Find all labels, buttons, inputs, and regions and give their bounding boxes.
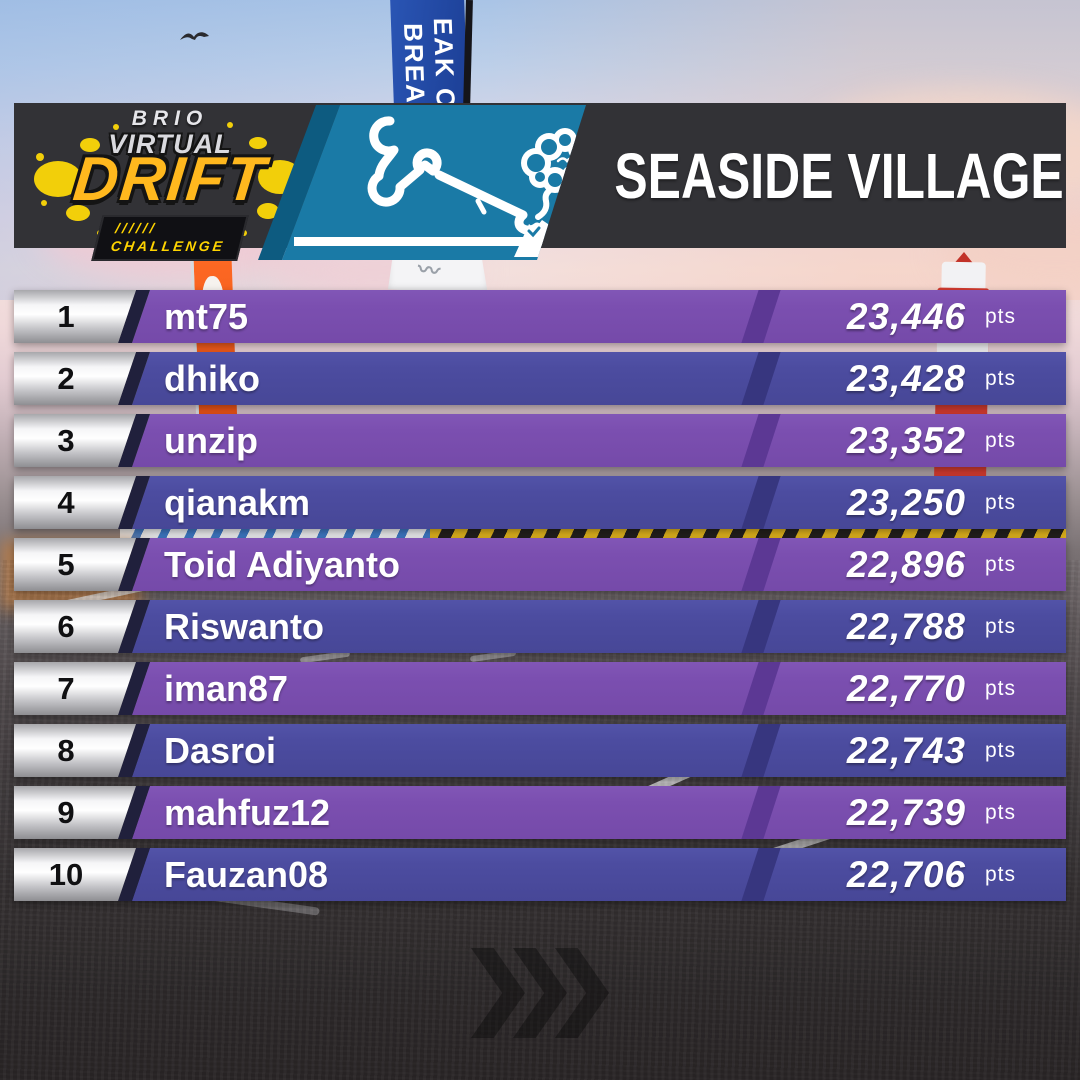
rank-badge	[14, 414, 136, 467]
rank-number: 6	[57, 608, 75, 644]
pts-label: pts	[984, 614, 1016, 638]
track-title-text: SEASIDE VILLAGE	[614, 139, 1064, 212]
leaderboard-row: 3 unzip 23,352 pts	[14, 414, 1066, 467]
caution-stripe	[430, 526, 1066, 540]
score-value: 23,352	[846, 419, 966, 461]
leaderboard-row: 7 iman87 22,770 pts	[14, 662, 1066, 715]
rank-badge	[14, 538, 136, 591]
chevron-right-icon	[471, 948, 525, 1038]
row-bar	[132, 600, 1066, 653]
pts-label: pts	[984, 738, 1016, 762]
leaderboard-row: 2 dhiko 23,428 pts	[14, 352, 1066, 405]
player-name: mt75	[164, 295, 249, 337]
row-bar	[132, 662, 1066, 715]
row-bar	[132, 724, 1066, 777]
rank-badge	[14, 476, 136, 529]
score-value: 23,446	[846, 295, 966, 337]
player-name: Fauzan08	[164, 853, 329, 895]
pts-label: pts	[984, 800, 1016, 824]
player-name: iman87	[164, 667, 289, 709]
score-value: 22,896	[846, 543, 966, 585]
logo-title: DRIFT	[70, 145, 270, 214]
player-name: Riswanto	[164, 605, 325, 647]
trackside-banner: EAK O BREA	[390, 0, 468, 104]
rank-number: 8	[57, 732, 75, 768]
player-name: Dasroi	[164, 729, 277, 771]
row-bar	[132, 848, 1066, 901]
header-bar: BRIO VIRTUAL DRIFT ////// CHALLENGE	[14, 103, 1066, 261]
score-value: 22,770	[846, 667, 966, 709]
pts-label: pts	[984, 304, 1016, 328]
leaderboard: 1 mt75 23,446 pts 2 dhiko 23,428 pts 3 u…	[14, 290, 1066, 910]
row-bar	[132, 414, 1066, 467]
leaderboard-row: 10 Fauzan08 22,706 pts	[14, 848, 1066, 901]
logo-series: VIRTUAL	[108, 129, 232, 159]
player-name: mahfuz12	[164, 791, 331, 833]
logo-subtitle-strip: ////// CHALLENGE	[91, 215, 249, 261]
player-name: unzip	[164, 419, 258, 461]
rank-number: 3	[57, 422, 75, 458]
pts-label: pts	[984, 676, 1016, 700]
logo-subtitle: CHALLENGE	[109, 238, 227, 254]
rank-number: 10	[48, 856, 84, 892]
rank-badge	[14, 848, 136, 901]
row-bar	[132, 786, 1066, 839]
score-value: 22,739	[846, 791, 966, 833]
pts-label: pts	[984, 490, 1016, 514]
row-bar	[132, 352, 1066, 405]
leaderboard-row: 5 Toid Adiyanto 22,896 pts	[14, 538, 1066, 591]
leaderboard-row: 8 Dasroi 22,743 pts	[14, 724, 1066, 777]
pts-label: pts	[984, 366, 1016, 390]
logo-slashes: //////	[114, 220, 158, 236]
leaderboard-row: 6 Riswanto 22,788 pts	[14, 600, 1066, 653]
player-name: qianakm	[164, 481, 311, 523]
rank-badge	[14, 786, 136, 839]
brio-virtual-drift-challenge-logo: BRIO VIRTUAL DRIFT ////// CHALLENGE	[30, 107, 310, 261]
score-value: 23,250	[846, 481, 966, 523]
score-value: 22,743	[846, 729, 966, 771]
player-name: dhiko	[164, 357, 260, 399]
logo-brand: BRIO	[131, 107, 209, 130]
row-bar	[132, 538, 1066, 591]
rank-number: 9	[57, 794, 75, 830]
rank-badge	[14, 662, 136, 715]
pts-label: pts	[984, 862, 1016, 886]
next-arrows-icon[interactable]	[471, 948, 609, 1038]
score-value: 23,428	[846, 357, 966, 399]
leaderboard-row: 9 mahfuz12 22,739 pts	[14, 786, 1066, 839]
score-value: 22,706	[846, 853, 966, 895]
score-value: 22,788	[846, 605, 966, 647]
rank-badge	[14, 724, 136, 777]
row-bar	[132, 476, 1066, 529]
leaderboard-row: 4 qianakm 23,250 pts	[14, 476, 1066, 529]
rank-badge	[14, 290, 136, 343]
rank-number: 5	[57, 546, 75, 582]
rank-number: 2	[57, 360, 75, 396]
banner-text: EAK O BREA	[397, 17, 462, 104]
pts-label: pts	[984, 552, 1016, 576]
leaderboard-row: 1 mt75 23,446 pts	[14, 290, 1066, 343]
row-bar	[132, 290, 1066, 343]
track-title: SEASIDE VILLAGE	[614, 103, 1064, 248]
rank-badge	[14, 600, 136, 653]
player-name: Toid Adiyanto	[164, 543, 400, 585]
bird-icon	[178, 28, 212, 51]
rank-badge	[14, 352, 136, 405]
rank-number: 7	[57, 670, 75, 706]
lighthouse-gallery	[941, 261, 986, 289]
rank-number: 1	[57, 298, 75, 334]
pts-label: pts	[984, 428, 1016, 452]
rank-number: 4	[57, 484, 75, 520]
